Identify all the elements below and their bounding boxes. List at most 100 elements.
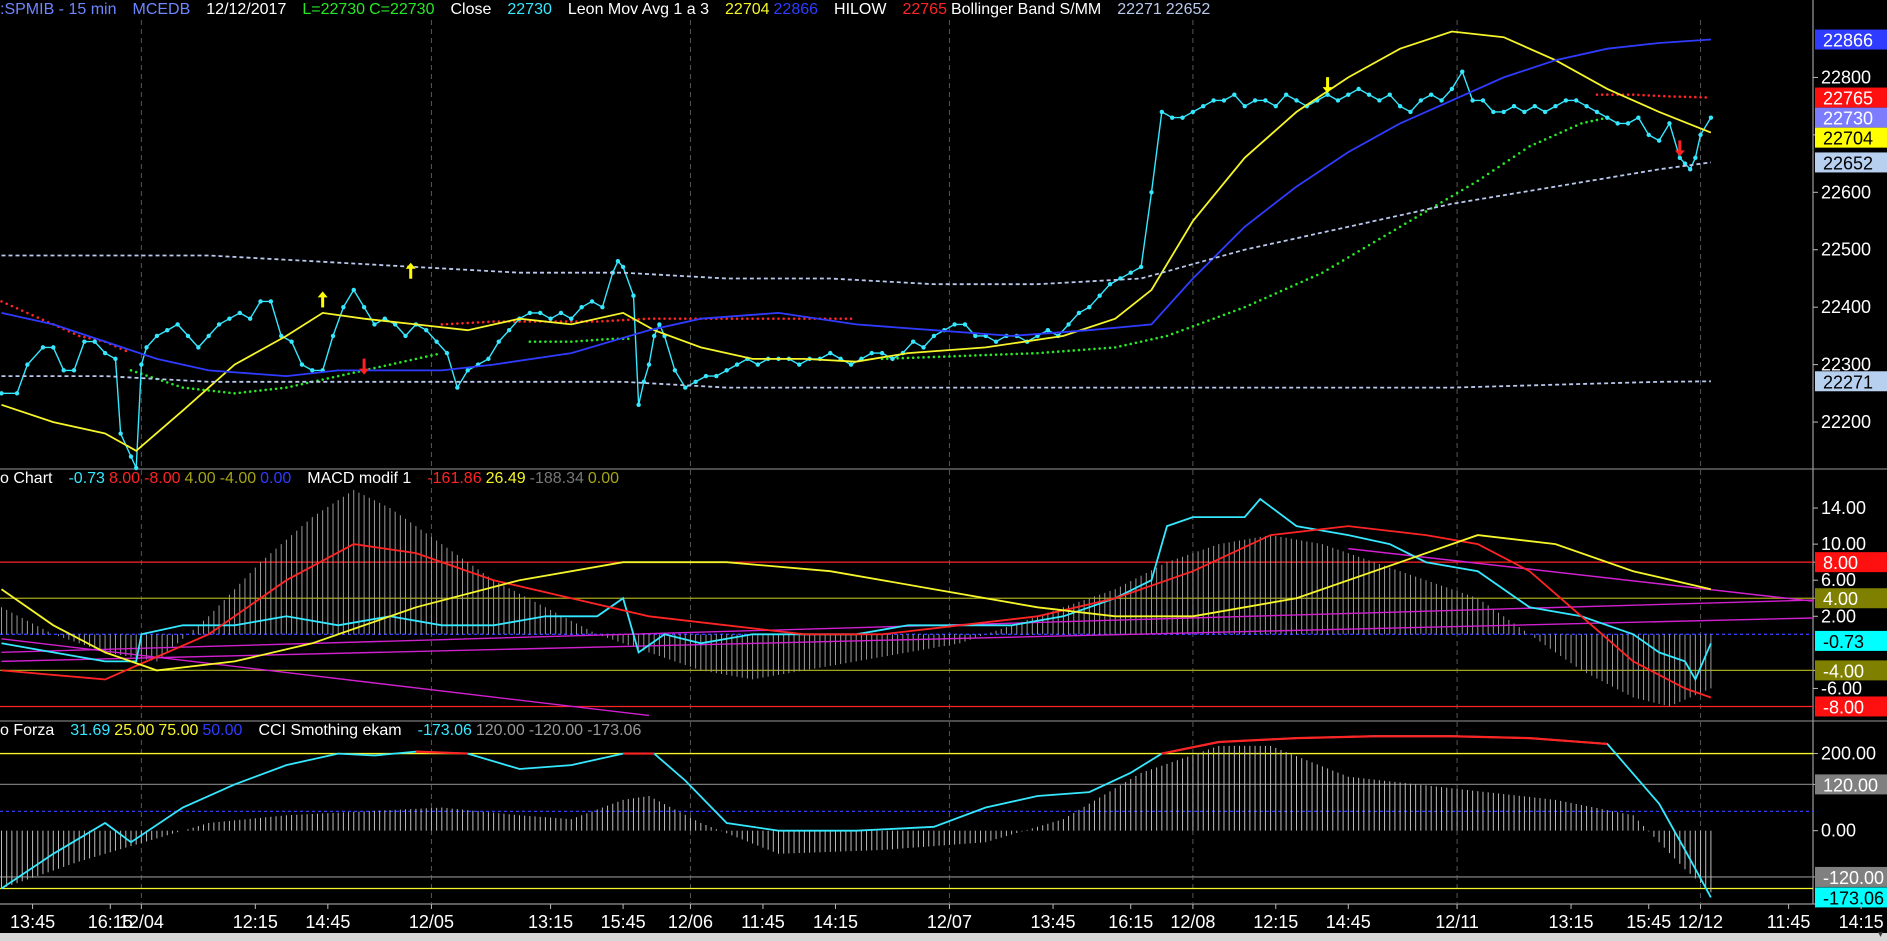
header-item: L=22730 xyxy=(302,1,366,18)
stop-dot xyxy=(1186,326,1190,330)
stop-dot xyxy=(414,357,418,361)
stop-dot xyxy=(730,317,734,320)
overbought-segment xyxy=(1296,735,1375,740)
header-item: 0.00 xyxy=(260,470,292,487)
value-badge-label: 8.00 xyxy=(1823,553,1858,573)
stop-dot xyxy=(1046,351,1050,354)
header-item: -8.00 xyxy=(144,470,181,487)
stop-dot xyxy=(72,332,76,335)
signal-arrow-head xyxy=(1674,150,1685,157)
stop-dot xyxy=(849,317,853,320)
close-point xyxy=(993,339,999,344)
stop-dot xyxy=(637,317,640,321)
x-tick-label: 11:45 xyxy=(741,912,785,932)
close-point xyxy=(1418,98,1424,103)
value-badge xyxy=(1815,29,1887,50)
stop-dot xyxy=(238,391,242,395)
y-tick-label: 14.00 xyxy=(1821,498,1866,518)
close-point xyxy=(40,345,46,350)
stop-dot xyxy=(1497,165,1500,169)
x-tick-label: 12/12 xyxy=(1678,912,1723,932)
stop-dot xyxy=(626,318,630,322)
stop-dot xyxy=(673,317,677,320)
signal-arrow-head xyxy=(1322,87,1333,94)
stop-dot xyxy=(471,321,475,324)
stop-dot xyxy=(1181,328,1184,332)
stop-dot xyxy=(83,335,86,339)
stop-dot xyxy=(751,317,754,320)
stop-dot xyxy=(1072,349,1076,352)
close-point xyxy=(71,368,77,373)
close-point xyxy=(1682,161,1688,166)
stop-dot xyxy=(134,370,138,374)
stop-dot xyxy=(1440,200,1443,204)
stop-dot xyxy=(937,355,941,359)
stop-dot xyxy=(1383,234,1386,238)
close-point xyxy=(1625,121,1631,126)
close-point xyxy=(921,345,926,350)
value-badge-label: 22271 xyxy=(1823,372,1873,392)
y-tick-label: 200.00 xyxy=(1821,744,1876,764)
stop-dot xyxy=(1347,256,1350,259)
close-point xyxy=(1335,98,1341,103)
stop-dot xyxy=(1668,95,1671,98)
stop-dot xyxy=(321,378,324,381)
header-item: HILOW xyxy=(834,1,887,18)
stop-dot xyxy=(481,320,485,324)
close-point xyxy=(444,350,450,356)
overbought-segment xyxy=(1161,740,1220,755)
x-tick-label: 12/07 xyxy=(927,912,972,932)
close-point xyxy=(1107,282,1113,287)
close-point xyxy=(258,299,263,304)
stop-dot xyxy=(1523,148,1526,152)
close-point xyxy=(1449,86,1455,92)
value-badge-label: -173.06 xyxy=(1823,888,1884,908)
value-badge-label: 4.00 xyxy=(1823,589,1858,609)
stop-dot xyxy=(409,358,413,362)
stop-dot xyxy=(1113,346,1117,349)
stop-dot xyxy=(1300,280,1303,284)
close-point xyxy=(1097,293,1102,298)
stop-dot xyxy=(1150,338,1153,341)
close-point xyxy=(527,310,533,316)
close-point xyxy=(227,316,232,321)
x-tick-label: 13:15 xyxy=(1549,912,1594,932)
stop-dot xyxy=(689,317,692,320)
stop-dot xyxy=(906,356,910,360)
stop-dot xyxy=(419,356,423,360)
x-tick-label: 16:15 xyxy=(1108,912,1153,932)
stop-dot xyxy=(544,340,547,343)
x-tick-label: 12/06 xyxy=(668,912,713,932)
stop-dot xyxy=(564,320,568,323)
scroll-right-icon[interactable]: ▾ xyxy=(1877,929,1883,940)
y-tick-label: 22600 xyxy=(1821,182,1871,202)
stop-dot xyxy=(1486,172,1490,176)
stop-dot xyxy=(554,340,558,343)
stop-dot xyxy=(393,362,397,365)
close-point xyxy=(646,362,652,367)
stop-dot xyxy=(1310,276,1314,279)
stop-dot xyxy=(1238,307,1241,311)
close-point xyxy=(247,316,253,321)
close-point xyxy=(51,345,56,350)
close-point xyxy=(102,350,108,356)
series-line xyxy=(1,525,1712,699)
stop-dot xyxy=(1196,323,1200,326)
value-badge-label: -0.73 xyxy=(1823,632,1864,652)
header-item: 26.49 xyxy=(485,470,526,487)
close-point xyxy=(636,402,641,408)
stop-dot xyxy=(1020,352,1024,356)
close-point xyxy=(1594,109,1600,115)
stop-dot xyxy=(1129,342,1133,346)
stop-dot xyxy=(31,313,34,317)
close-point xyxy=(703,373,709,379)
stop-dot xyxy=(1264,296,1267,300)
stop-dot xyxy=(559,320,563,323)
close-point xyxy=(206,333,211,339)
stop-dot xyxy=(1507,158,1511,162)
stop-dot xyxy=(1637,93,1640,97)
horizontal-scrollbar[interactable]: ▾ xyxy=(0,929,1887,941)
close-point xyxy=(1687,167,1693,172)
stop-dot xyxy=(1134,341,1138,345)
stop-dot xyxy=(678,317,682,320)
